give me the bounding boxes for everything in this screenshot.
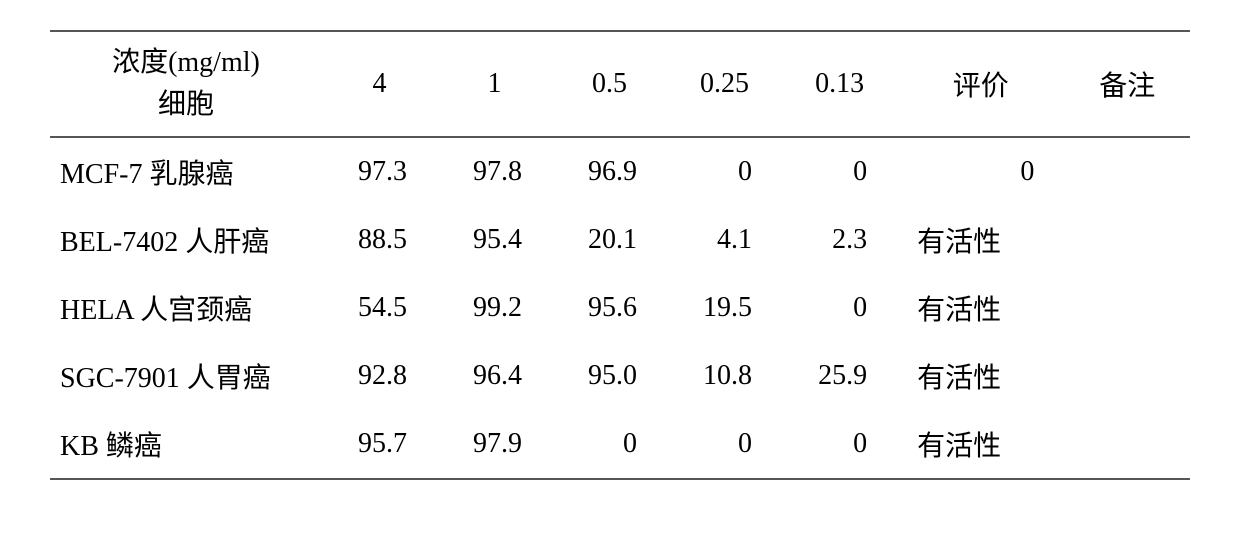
cell-eval: 有活性 — [897, 342, 1064, 410]
table-row: MCF-7 乳腺癌 97.3 97.8 96.9 0 0 0 — [50, 137, 1190, 206]
cell-value: 97.8 — [437, 137, 552, 206]
cell-value: 2.3 — [782, 206, 897, 274]
header-cell-label: 浓度(mg/ml) 细胞 — [50, 31, 322, 137]
header-conc-1: 1 — [437, 31, 552, 137]
data-table-wrapper: 浓度(mg/ml) 细胞 4 1 0.5 0.25 0.13 评价 备注 MCF… — [50, 30, 1190, 480]
cell-value: 95.4 — [437, 206, 552, 274]
row-label: KB 鳞癌 — [50, 410, 322, 479]
activity-table: 浓度(mg/ml) 细胞 4 1 0.5 0.25 0.13 评价 备注 MCF… — [50, 30, 1190, 480]
cell-note — [1064, 342, 1190, 410]
cell-value: 95.7 — [322, 410, 437, 479]
header-eval: 评价 — [897, 31, 1064, 137]
cell-value: 0 — [552, 410, 667, 479]
table-row: KB 鳞癌 95.7 97.9 0 0 0 有活性 — [50, 410, 1190, 479]
cell-value: 97.9 — [437, 410, 552, 479]
cell-value: 0 — [667, 137, 782, 206]
cell-value: 95.0 — [552, 342, 667, 410]
cell-note — [1064, 206, 1190, 274]
cell-eval: 有活性 — [897, 410, 1064, 479]
cell-value: 92.8 — [322, 342, 437, 410]
cell-value: 0 — [782, 137, 897, 206]
header-line1: 浓度(mg/ml) — [58, 42, 314, 84]
row-label: SGC-7901 人胃癌 — [50, 342, 322, 410]
cell-value: 25.9 — [782, 342, 897, 410]
table-row: SGC-7901 人胃癌 92.8 96.4 95.0 10.8 25.9 有活… — [50, 342, 1190, 410]
row-label: HELA 人宫颈癌 — [50, 274, 322, 342]
cell-value: 97.3 — [322, 137, 437, 206]
header-line2: 细胞 — [58, 84, 314, 126]
header-conc-0: 4 — [322, 31, 437, 137]
cell-value: 88.5 — [322, 206, 437, 274]
cell-value: 54.5 — [322, 274, 437, 342]
cell-value: 0 — [667, 410, 782, 479]
header-note: 备注 — [1064, 31, 1190, 137]
cell-value: 20.1 — [552, 206, 667, 274]
cell-value: 19.5 — [667, 274, 782, 342]
cell-value: 0 — [782, 274, 897, 342]
row-label: MCF-7 乳腺癌 — [50, 137, 322, 206]
table-row: HELA 人宫颈癌 54.5 99.2 95.6 19.5 0 有活性 — [50, 274, 1190, 342]
cell-note — [1064, 274, 1190, 342]
table-body: MCF-7 乳腺癌 97.3 97.8 96.9 0 0 0 BEL-7402 … — [50, 137, 1190, 479]
table-header-row: 浓度(mg/ml) 细胞 4 1 0.5 0.25 0.13 评价 备注 — [50, 31, 1190, 137]
cell-value: 4.1 — [667, 206, 782, 274]
cell-value: 95.6 — [552, 274, 667, 342]
cell-eval: 0 — [897, 137, 1064, 206]
cell-note — [1064, 137, 1190, 206]
header-conc-2: 0.5 — [552, 31, 667, 137]
cell-value: 99.2 — [437, 274, 552, 342]
cell-value: 10.8 — [667, 342, 782, 410]
row-label: BEL-7402 人肝癌 — [50, 206, 322, 274]
cell-eval: 有活性 — [897, 274, 1064, 342]
table-row: BEL-7402 人肝癌 88.5 95.4 20.1 4.1 2.3 有活性 — [50, 206, 1190, 274]
cell-value: 96.4 — [437, 342, 552, 410]
cell-value: 96.9 — [552, 137, 667, 206]
header-conc-3: 0.25 — [667, 31, 782, 137]
header-conc-4: 0.13 — [782, 31, 897, 137]
cell-eval: 有活性 — [897, 206, 1064, 274]
cell-value: 0 — [782, 410, 897, 479]
cell-note — [1064, 410, 1190, 479]
